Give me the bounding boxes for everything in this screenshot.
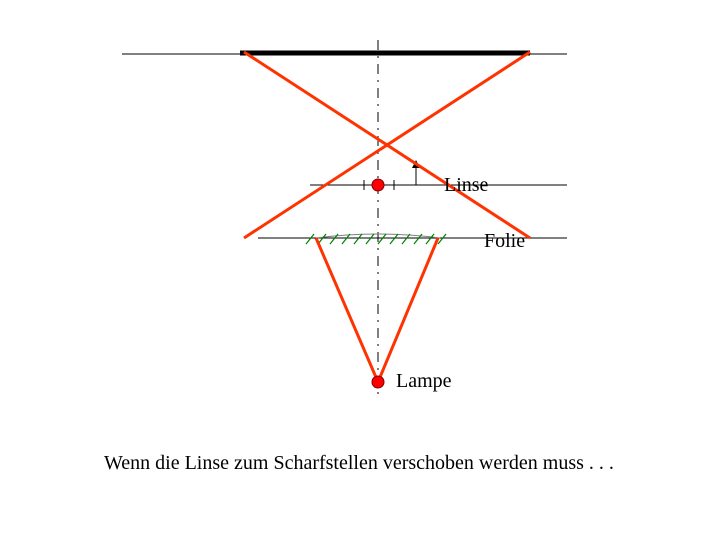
foil-hatch: [306, 234, 446, 244]
diagram-stage: Linse Folie Lampe Wenn die Linse zum Sch…: [0, 0, 720, 540]
ray-lamp-right: [378, 238, 438, 382]
label-folie: Folie: [484, 230, 525, 253]
lamp-dot: [372, 376, 384, 388]
ray-lamp-left: [316, 238, 378, 382]
label-lampe: Lampe: [396, 370, 452, 393]
lens-dot: [372, 179, 384, 191]
caption-text: Wenn die Linse zum Scharfstellen verscho…: [104, 452, 614, 475]
label-linse: Linse: [444, 174, 488, 197]
